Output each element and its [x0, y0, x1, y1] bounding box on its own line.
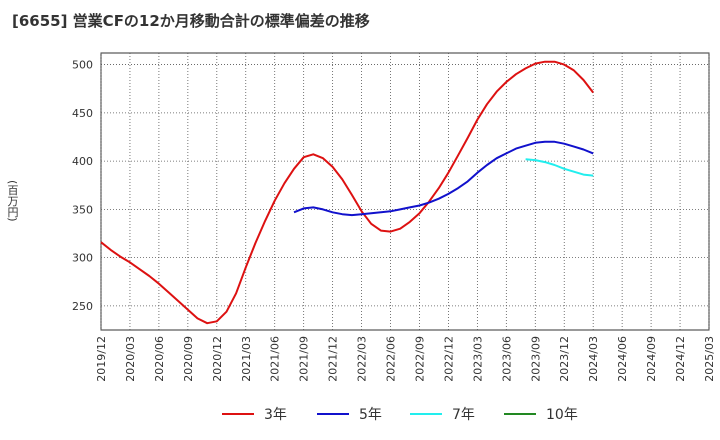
x-tick-label: 2020/06	[153, 336, 166, 382]
legend-label: 3年	[264, 407, 287, 423]
x-tick-label: 2021/12	[327, 336, 340, 382]
x-tick-label: 2025/03	[703, 336, 716, 382]
x-tick-label: 2024/12	[674, 336, 687, 382]
series-line-5年	[293, 140, 594, 217]
y-tick-label: 250	[72, 300, 93, 313]
x-tick-label: 2023/03	[471, 336, 484, 382]
x-tick-label: 2023/06	[500, 336, 513, 382]
series-line-3年	[100, 60, 594, 325]
x-tick-label: 2024/06	[616, 336, 629, 382]
y-tick-label: 450	[72, 107, 93, 120]
x-tick-label: 2021/06	[269, 336, 282, 382]
x-tick-label: 2022/03	[356, 336, 369, 382]
series-lines	[100, 60, 594, 325]
y-tick-label: 400	[72, 155, 93, 168]
y-axis-label: (百万円)	[6, 180, 19, 222]
x-tick-label: 2023/12	[558, 336, 571, 382]
legend-label: 5年	[359, 407, 382, 423]
x-tick-labels: 2019/12 2020/03 2020/06 2020/09 2020/12 2021/…	[95, 336, 716, 382]
x-tick-label: 2020/03	[124, 336, 137, 382]
series-line-7年	[525, 158, 594, 177]
y-tick-label: 300	[72, 252, 93, 265]
x-tick-label: 2021/09	[298, 336, 311, 382]
legend-label: 7年	[452, 407, 475, 423]
x-tick-label: 2022/12	[442, 336, 455, 382]
x-tick-label: 2023/09	[529, 336, 542, 382]
x-tick-label: 2020/09	[182, 336, 195, 382]
x-tick-label: 2024/03	[587, 336, 600, 382]
chart-title: [6655] 営業CFの12か月移動合計の標準偏差の推移	[12, 12, 370, 30]
y-tick-label: 350	[72, 203, 93, 216]
y-tick-label: 500	[72, 59, 93, 72]
x-tick-label: 2022/06	[385, 336, 398, 382]
x-tick-label: 2021/03	[240, 336, 253, 382]
plot-area	[100, 52, 710, 331]
x-tick-label: 2022/09	[413, 336, 426, 382]
x-tick-label: 2019/12	[95, 336, 108, 382]
x-tick-label: 2024/09	[645, 336, 658, 382]
x-tick-label: 2020/12	[211, 336, 224, 382]
legend: 3年 5年 7年 10年	[222, 407, 578, 423]
y-tick-labels: 250 300 350 400 450 500	[72, 59, 93, 313]
legend-label: 10年	[546, 407, 578, 423]
